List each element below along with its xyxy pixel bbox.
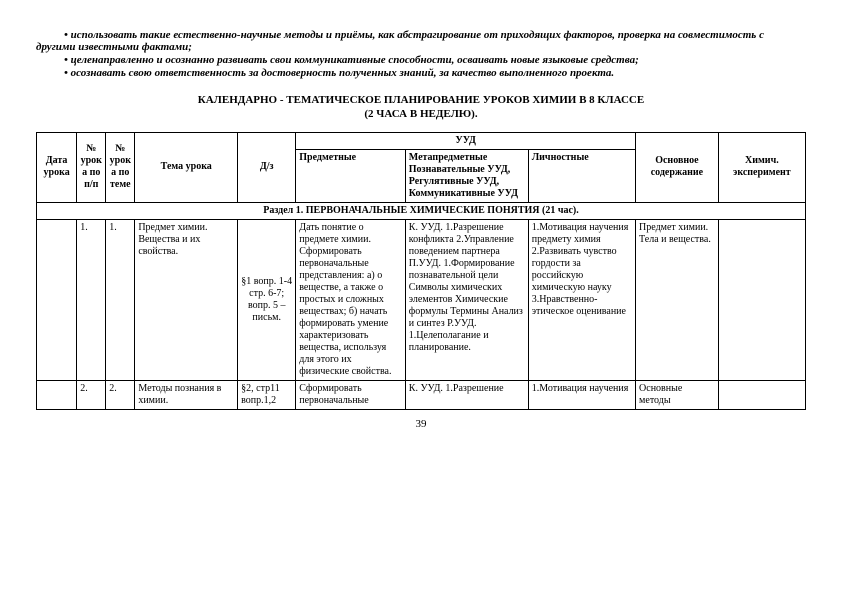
page-number: 39 xyxy=(36,418,806,430)
table-row: 2. 2. Методы познания в химии. §2, стр11… xyxy=(37,380,806,409)
cell-topic: Методы познания в химии. xyxy=(135,380,238,409)
cell-experiment xyxy=(718,380,805,409)
bullet-item: • осознавать свою ответственность за дос… xyxy=(36,67,806,79)
cell-content: Предмет химии. Тела и вещества. xyxy=(636,219,719,380)
col-uud-group: УУД xyxy=(296,132,636,149)
col-hw: Д/з xyxy=(238,132,296,202)
bullet-item: • целенаправленно и осознанно развивать … xyxy=(36,54,806,66)
table-row: 1. 1. Предмет химии. Вещества и их свойс… xyxy=(37,219,806,380)
cell-subject: Дать понятие о предмете химии. Сформиров… xyxy=(296,219,406,380)
col-npp: № урока по п/п xyxy=(77,132,106,202)
page-title: КАЛЕНДАРНО - ТЕМАТИЧЕСКОЕ ПЛАНИРОВАНИЕ У… xyxy=(36,93,806,122)
col-ntheme: № урока по теме xyxy=(106,132,135,202)
cell-topic: Предмет химии. Вещества и их свойства. xyxy=(135,219,238,380)
intro-bullet-list: • использовать такие естественно-научные… xyxy=(36,29,806,79)
cell-hw: §1 вопр. 1-4 стр. 6-7; вопр. 5 – письм. xyxy=(238,219,296,380)
cell-personal: 1.Мотивация научения xyxy=(528,380,635,409)
cell-ntheme: 2. xyxy=(106,380,135,409)
cell-meta: К. УУД. 1.Разрешение конфликта 2.Управле… xyxy=(405,219,528,380)
bullet-item: • использовать такие естественно-научные… xyxy=(36,29,806,53)
cell-date xyxy=(37,219,77,380)
cell-hw: §2, стр11 вопр.1,2 xyxy=(238,380,296,409)
col-experiment: Химич. эксперимент xyxy=(718,132,805,202)
cell-ntheme: 1. xyxy=(106,219,135,380)
title-line-1: КАЛЕНДАРНО - ТЕМАТИЧЕСКОЕ ПЛАНИРОВАНИЕ У… xyxy=(36,93,806,107)
cell-experiment xyxy=(718,219,805,380)
col-meta: Метапредметные Познавательные УУД, Регул… xyxy=(405,149,528,202)
col-subject: Предметные xyxy=(296,149,406,202)
cell-content: Основные методы xyxy=(636,380,719,409)
planning-table: Дата урока № урока по п/п № урока по тем… xyxy=(36,132,806,410)
col-content: Основное содержание xyxy=(636,132,719,202)
cell-personal: 1.Мотивация научения предмету химия 2.Ра… xyxy=(528,219,635,380)
cell-date xyxy=(37,380,77,409)
cell-meta: К. УУД. 1.Разрешение xyxy=(405,380,528,409)
section-title: Раздел 1. ПЕРВОНАЧАЛЬНЫЕ ХИМИЧЕСКИЕ ПОНЯ… xyxy=(37,202,806,219)
section-row: Раздел 1. ПЕРВОНАЧАЛЬНЫЕ ХИМИЧЕСКИЕ ПОНЯ… xyxy=(37,202,806,219)
header-row-1: Дата урока № урока по п/п № урока по тем… xyxy=(37,132,806,149)
col-date: Дата урока xyxy=(37,132,77,202)
cell-npp: 1. xyxy=(77,219,106,380)
col-personal: Личностные xyxy=(528,149,635,202)
title-line-2: (2 ЧАСА В НЕДЕЛЮ). xyxy=(36,107,806,121)
cell-subject: Сформировать первоначальные xyxy=(296,380,406,409)
cell-npp: 2. xyxy=(77,380,106,409)
col-topic: Тема урока xyxy=(135,132,238,202)
